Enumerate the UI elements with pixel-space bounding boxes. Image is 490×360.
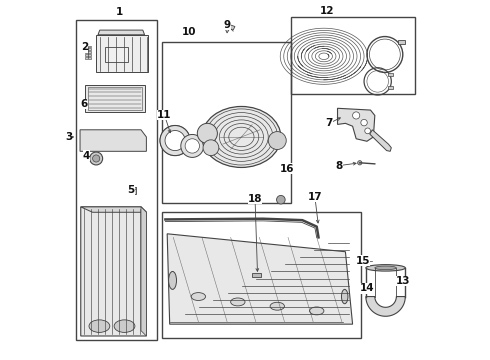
Bar	[85, 45, 91, 47]
Bar	[105, 47, 128, 62]
Polygon shape	[98, 30, 145, 35]
Circle shape	[197, 123, 218, 143]
Bar	[162, 42, 291, 203]
Ellipse shape	[310, 307, 324, 315]
Text: 15: 15	[355, 256, 370, 266]
Bar	[162, 212, 361, 338]
Circle shape	[165, 131, 185, 150]
Circle shape	[185, 139, 199, 153]
Circle shape	[367, 284, 373, 291]
Ellipse shape	[89, 320, 110, 332]
Bar	[388, 73, 393, 76]
Text: 13: 13	[396, 276, 411, 286]
Polygon shape	[81, 207, 147, 336]
Bar	[398, 40, 405, 44]
Text: 7: 7	[325, 118, 333, 128]
Bar	[85, 85, 145, 112]
Text: 12: 12	[319, 6, 334, 16]
Polygon shape	[141, 207, 147, 336]
Bar	[96, 35, 148, 72]
Circle shape	[365, 128, 370, 134]
Circle shape	[90, 152, 102, 165]
Ellipse shape	[202, 107, 281, 167]
Circle shape	[276, 195, 285, 204]
Bar	[76, 21, 157, 339]
Polygon shape	[80, 130, 147, 151]
Text: 18: 18	[248, 194, 262, 204]
Text: 11: 11	[157, 110, 171, 120]
Ellipse shape	[191, 293, 205, 301]
Text: 14: 14	[360, 283, 374, 293]
Bar	[85, 48, 91, 50]
Text: 2: 2	[81, 42, 88, 52]
Bar	[85, 57, 91, 59]
Polygon shape	[370, 130, 392, 151]
Text: 4: 4	[83, 150, 90, 161]
Bar	[88, 87, 143, 110]
Text: 8: 8	[335, 161, 343, 171]
Text: 16: 16	[280, 163, 294, 174]
Circle shape	[358, 161, 362, 165]
Text: 1: 1	[116, 7, 123, 17]
Circle shape	[181, 134, 204, 157]
Text: 9: 9	[223, 20, 231, 30]
Polygon shape	[366, 297, 405, 316]
Text: 10: 10	[182, 27, 196, 37]
Bar	[388, 86, 393, 89]
Ellipse shape	[231, 298, 245, 306]
Circle shape	[93, 155, 100, 162]
Circle shape	[361, 120, 368, 126]
Circle shape	[160, 126, 190, 156]
Ellipse shape	[342, 289, 348, 304]
Circle shape	[269, 132, 286, 149]
Bar	[132, 187, 136, 194]
Bar	[85, 54, 91, 56]
Ellipse shape	[375, 266, 396, 270]
Ellipse shape	[169, 271, 176, 289]
Circle shape	[287, 164, 293, 171]
Bar	[131, 187, 136, 189]
Text: 5: 5	[127, 185, 135, 195]
Ellipse shape	[270, 302, 285, 310]
Polygon shape	[224, 24, 235, 33]
Bar	[252, 273, 261, 277]
Ellipse shape	[114, 320, 135, 332]
Circle shape	[203, 140, 219, 156]
Polygon shape	[81, 207, 147, 212]
Polygon shape	[338, 108, 375, 141]
Text: 6: 6	[81, 99, 88, 109]
Text: 17: 17	[308, 192, 322, 202]
Polygon shape	[167, 234, 353, 324]
Ellipse shape	[366, 265, 405, 271]
Bar	[85, 51, 91, 53]
Circle shape	[353, 112, 360, 119]
Text: 3: 3	[65, 132, 72, 142]
Bar	[291, 17, 415, 94]
